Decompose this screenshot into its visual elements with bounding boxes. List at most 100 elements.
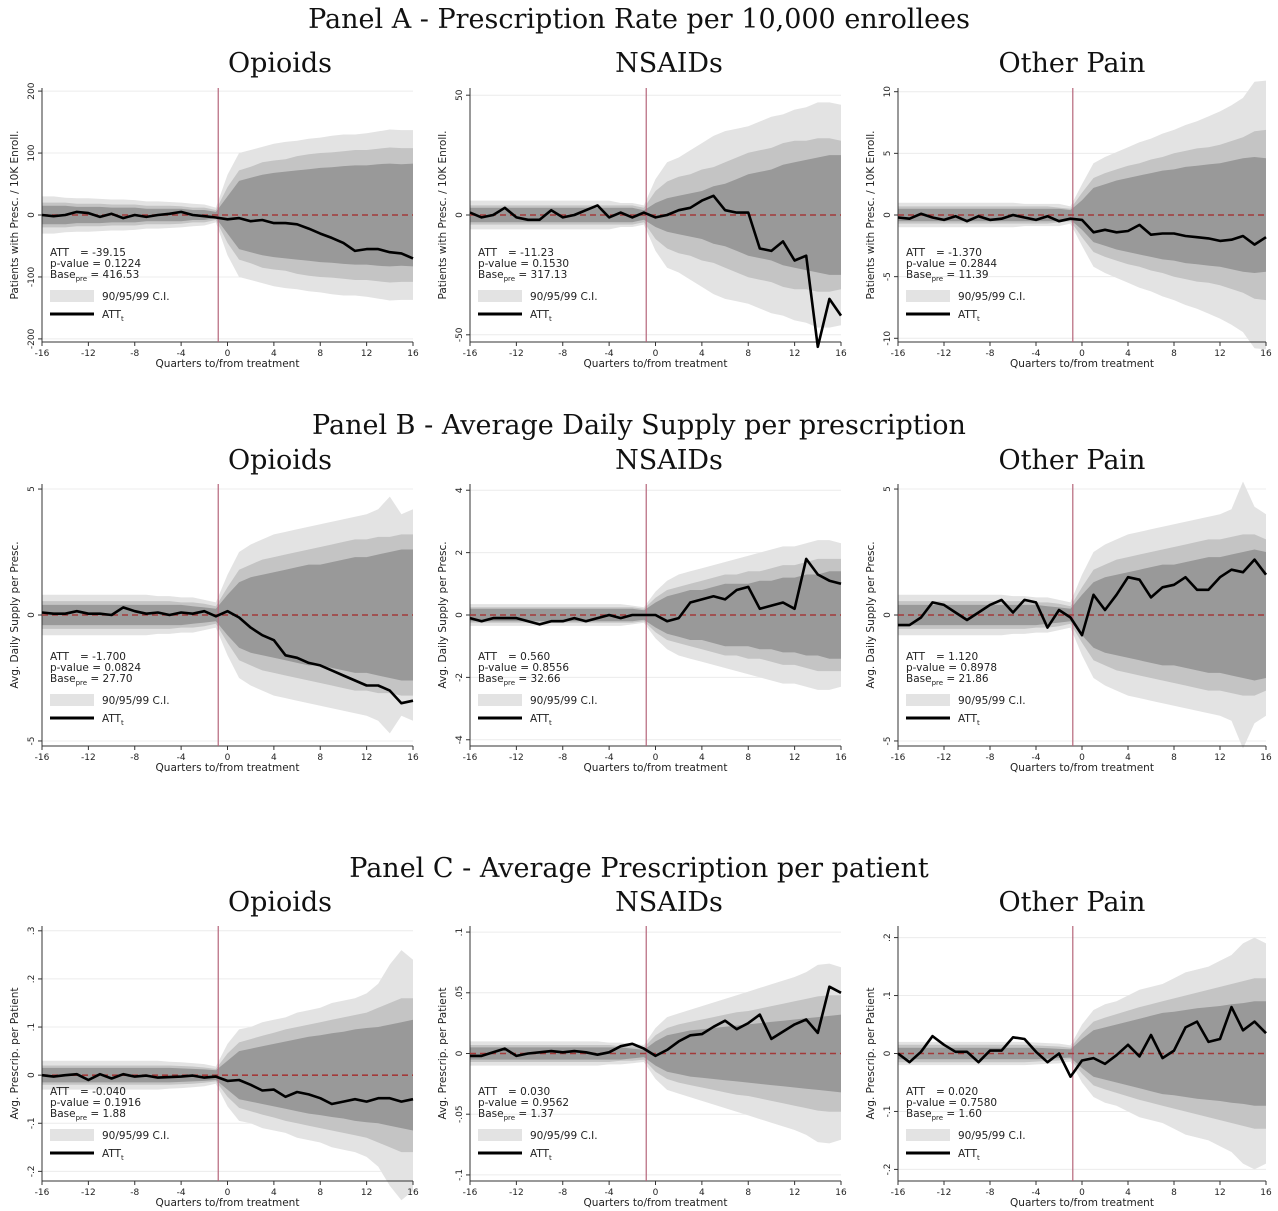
x-tick-label: -8 xyxy=(986,753,995,763)
att-label: ATT xyxy=(50,651,70,663)
y-tick-label: 0 xyxy=(455,1050,465,1056)
legend-ci-label: 90/95/99 C.I. xyxy=(530,695,598,707)
x-tick-label: 12 xyxy=(789,349,800,359)
x-tick-label: -4 xyxy=(605,349,614,359)
att-value: = 0.560 xyxy=(508,651,550,663)
chart-a-other-pain: 10 5 0 -5 -10 Patients with Presc. / 10K Enro… xyxy=(865,80,1272,370)
legend-att-label: ATTt xyxy=(102,309,124,323)
x-tick-label: 0 xyxy=(1079,349,1085,359)
legend-ci-label: 90/95/99 C.I. xyxy=(530,291,598,303)
x-tick-label: -8 xyxy=(130,349,139,359)
p-value: p-value = 0.0824 xyxy=(50,662,141,674)
p-value: p-value = 0.8556 xyxy=(478,662,569,674)
y-tick-label: -.05 xyxy=(455,1105,465,1123)
p-value: p-value = 0.1916 xyxy=(50,1097,141,1109)
y-tick-label: -4 xyxy=(455,735,465,744)
att-label: ATT xyxy=(478,1086,498,1098)
y-axis-label: Avg. Prescrip. per Patient xyxy=(437,988,449,1120)
x-tick-label: 8 xyxy=(317,349,323,359)
legend-att-label: ATTt xyxy=(530,1148,552,1162)
x-tick-label: 4 xyxy=(1125,349,1131,359)
x-tick-label: -4 xyxy=(177,349,186,359)
y-axis-label: Patients with Presc. / 10K Enroll. xyxy=(437,130,449,299)
y-tick-label: 0 xyxy=(883,1050,893,1056)
att-value: = -39.15 xyxy=(80,247,126,259)
att-series-line xyxy=(41,1072,414,1106)
y-axis-label: Avg. Prescrip. per Patient xyxy=(865,988,877,1120)
chart-c-other-pain: .2 .1 0 -.1 -.2 Avg. Prescrip. per Patient -16… xyxy=(865,926,1272,1209)
x-tick-label: 12 xyxy=(361,1188,372,1198)
x-tick-label: -8 xyxy=(986,1188,995,1198)
x-tick-label: 4 xyxy=(1125,1188,1131,1198)
x-tick-label: 8 xyxy=(1171,1188,1177,1198)
x-tick-label: -12 xyxy=(937,1188,952,1198)
att-series-line xyxy=(41,606,414,705)
y-tick-label: 200 xyxy=(27,82,37,99)
x-tick-label: 8 xyxy=(745,1188,751,1198)
y-tick-label: -2 xyxy=(455,673,465,682)
att-value: = 1.120 xyxy=(936,651,978,663)
x-tick-label: -4 xyxy=(1032,753,1041,763)
y-tick-label: 5 xyxy=(883,486,893,492)
legend-ci-label: 90/95/99 C.I. xyxy=(530,1130,598,1142)
legend-ci-swatch xyxy=(906,1129,950,1141)
att-value: = -1.370 xyxy=(936,247,982,259)
x-tick-label: -16 xyxy=(463,349,478,359)
x-tick-label: 0 xyxy=(653,1188,659,1198)
x-tick-label: 0 xyxy=(653,349,659,359)
legend-ci-swatch xyxy=(50,694,94,706)
x-axis-label: Quarters to/from treatment xyxy=(584,762,728,774)
x-tick-label: -8 xyxy=(558,1188,567,1198)
y-tick-label: 0 xyxy=(455,612,465,618)
y-tick-label: .1 xyxy=(27,1023,37,1032)
legend-att-label: ATTt xyxy=(958,309,980,323)
legend-att-label: ATTt xyxy=(530,309,552,323)
att-series-line xyxy=(469,557,842,626)
att-series-line xyxy=(470,985,842,1058)
y-tick-label: 4 xyxy=(455,487,465,493)
x-tick-label: 16 xyxy=(835,753,847,763)
chart-b1-title: Opioids xyxy=(227,445,333,476)
x-tick-label: -12 xyxy=(937,349,952,359)
x-tick-label: 16 xyxy=(1260,1188,1272,1198)
legend-ci-swatch xyxy=(50,1129,94,1141)
x-tick-label: -16 xyxy=(35,349,50,359)
x-tick-label: 4 xyxy=(699,753,705,763)
chart-b2-title: NSAIDs xyxy=(615,445,723,476)
x-tick-label: 4 xyxy=(699,1188,705,1198)
x-tick-label: -12 xyxy=(509,1188,524,1198)
x-tick-label: 16 xyxy=(407,349,419,359)
x-axis-label: Quarters to/from treatment xyxy=(1010,358,1154,370)
base-label: Basepre = 317.13 xyxy=(478,269,567,283)
att-label: ATT xyxy=(478,651,498,663)
x-tick-label: 4 xyxy=(271,753,277,763)
x-tick-label: 16 xyxy=(407,1188,419,1198)
y-tick-label: 0 xyxy=(27,612,37,618)
legend-ci-swatch xyxy=(478,290,522,302)
x-tick-label: -16 xyxy=(891,349,906,359)
chart-b3-title: Other Pain xyxy=(998,445,1146,476)
base-label: Basepre = 1.88 xyxy=(50,1108,126,1122)
chart-c1-title: Opioids xyxy=(227,887,333,918)
base-label: Basepre = 1.37 xyxy=(478,1108,554,1122)
x-tick-label: 0 xyxy=(1079,753,1085,763)
x-tick-label: 0 xyxy=(1079,1188,1085,1198)
att-value: = 0.030 xyxy=(508,1086,550,1098)
y-tick-label: 5 xyxy=(27,486,37,492)
y-tick-label: -.2 xyxy=(27,1165,37,1177)
x-tick-label: -8 xyxy=(130,1188,139,1198)
y-axis-label: Avg. Prescrip. per Patient xyxy=(9,988,21,1120)
panel-a-title: Panel A - Prescription Rate per 10,000 e… xyxy=(308,4,970,35)
base-label: Basepre = 416.53 xyxy=(50,269,139,283)
p-value: p-value = 0.8978 xyxy=(906,662,997,674)
y-tick-label: 0 xyxy=(27,1072,37,1078)
x-tick-label: 16 xyxy=(835,1188,847,1198)
att-label: ATT xyxy=(50,247,70,259)
y-tick-label: -5 xyxy=(27,736,37,745)
x-tick-label: -4 xyxy=(605,1188,614,1198)
x-tick-label: -12 xyxy=(81,753,96,763)
legend-att-label: ATTt xyxy=(958,713,980,727)
legend-att-label: ATTt xyxy=(102,1148,124,1162)
y-axis-label: Avg. Daily Supply per Presc. xyxy=(865,541,877,688)
x-tick-label: -16 xyxy=(35,753,50,763)
